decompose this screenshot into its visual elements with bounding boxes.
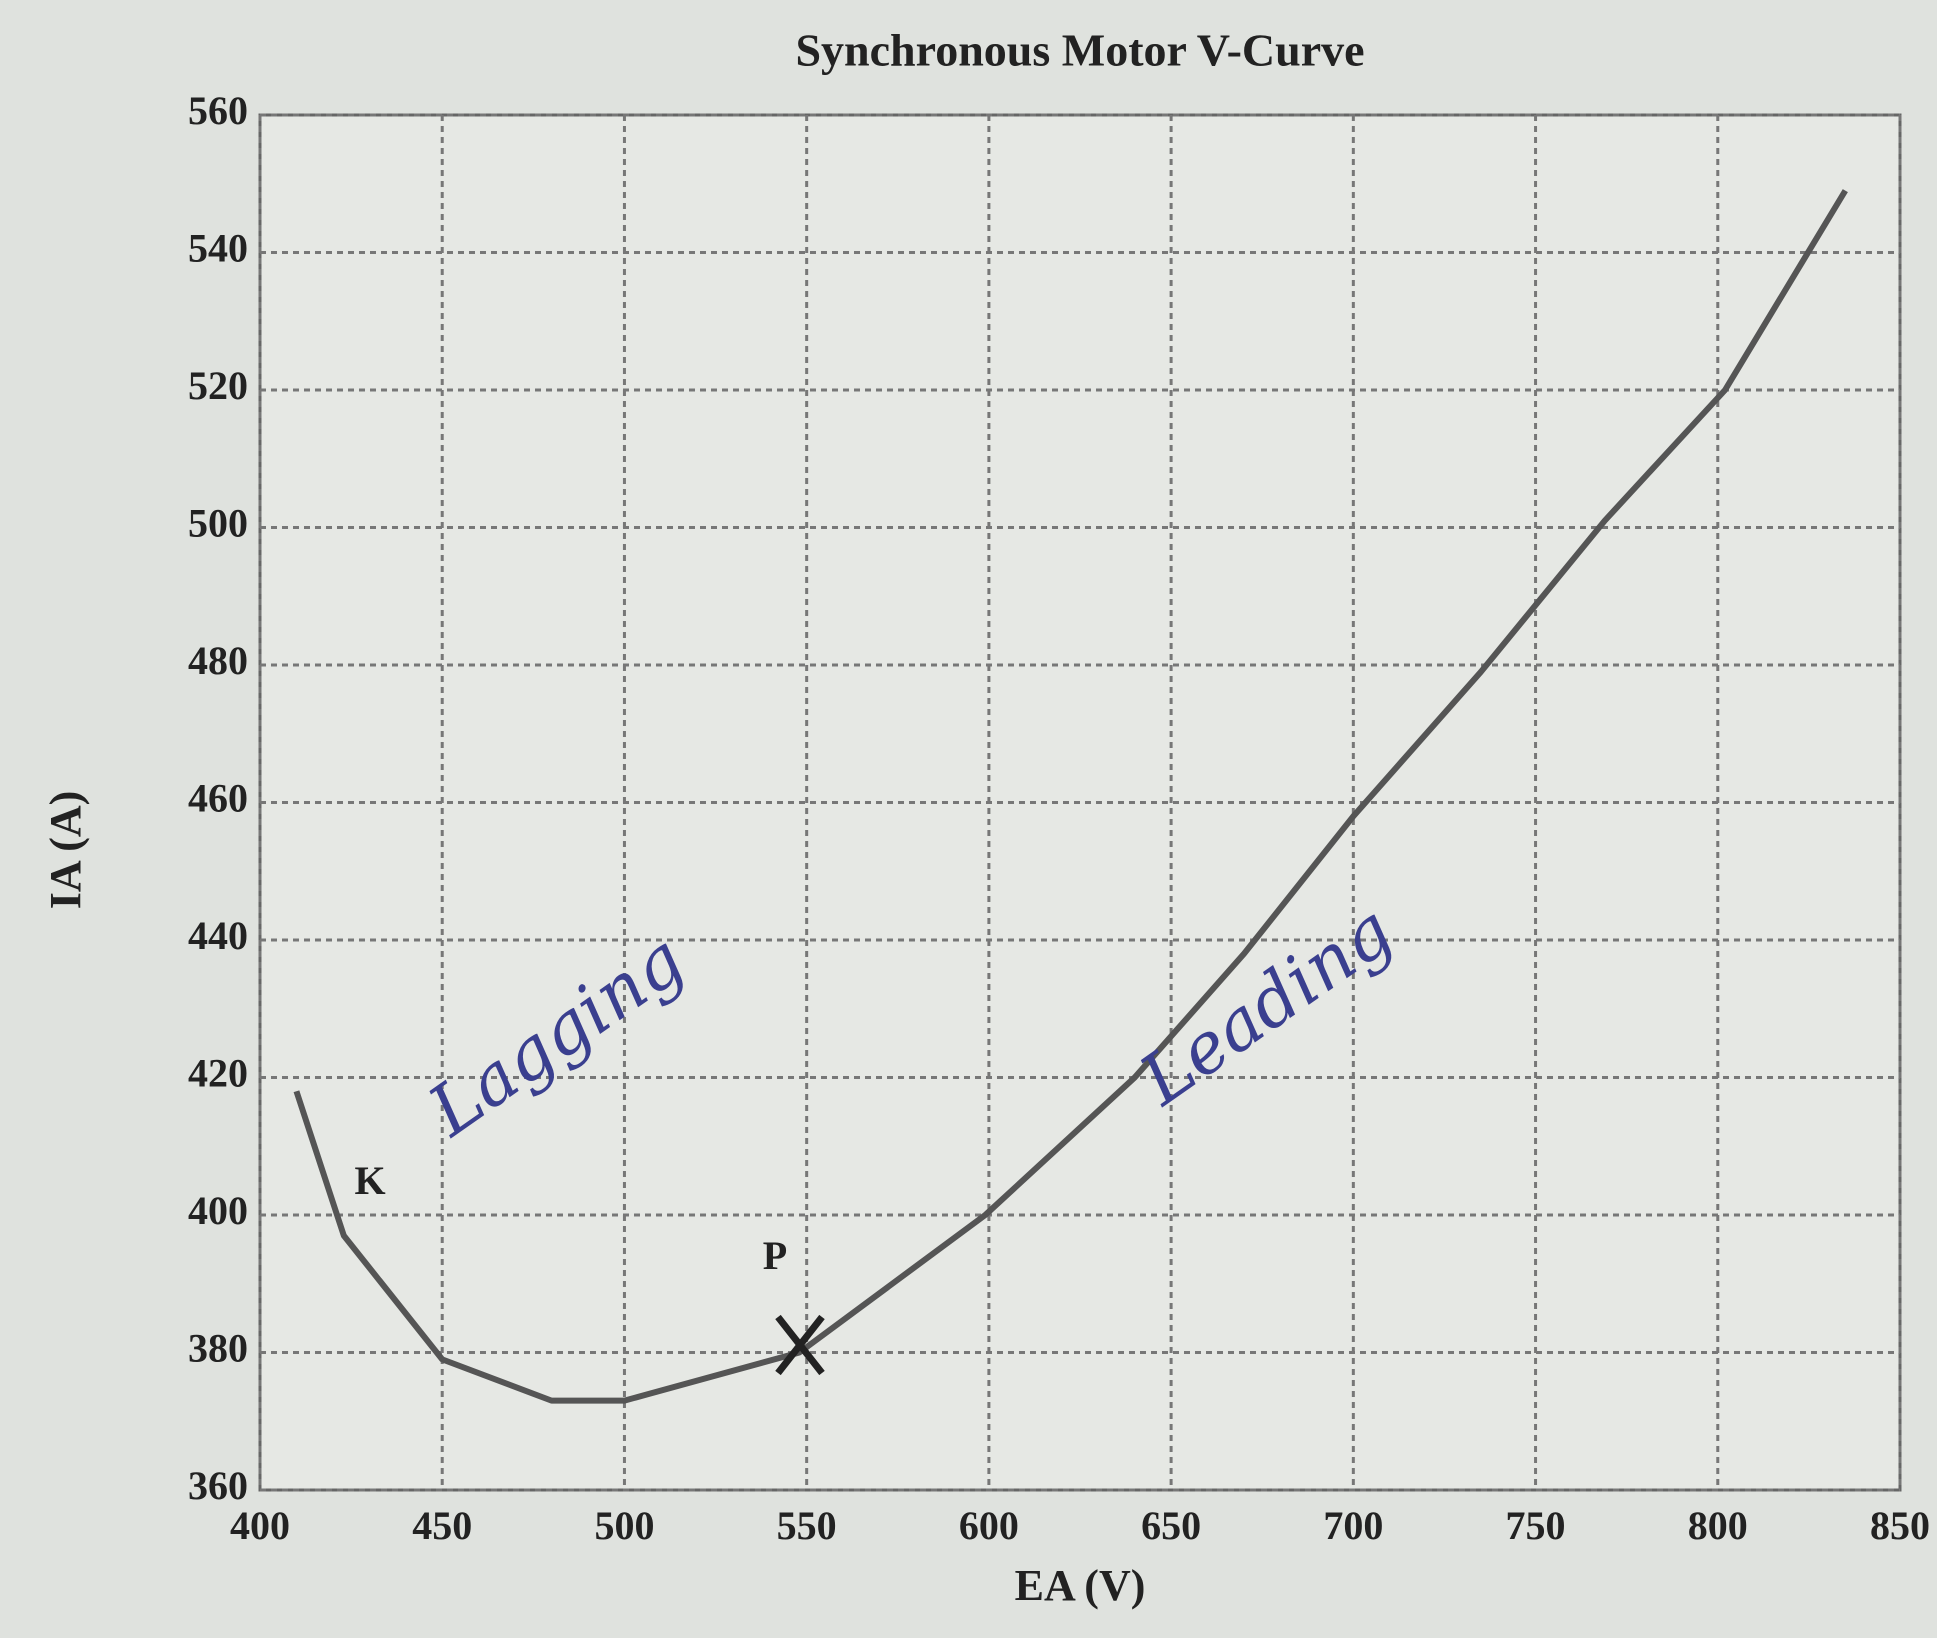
annotation: P — [763, 1233, 787, 1278]
y-tick-label: 560 — [188, 88, 248, 133]
x-axis-label: EA (V) — [1015, 1561, 1146, 1610]
y-tick-label: 420 — [188, 1051, 248, 1096]
y-tick-label: 520 — [188, 363, 248, 408]
annotation: K — [354, 1158, 385, 1203]
y-tick-label: 500 — [188, 501, 248, 546]
x-tick-label: 400 — [230, 1503, 290, 1548]
chart: Synchronous Motor V-Curve EA (V) IA (A) … — [0, 0, 1937, 1633]
x-tick-label: 550 — [777, 1503, 837, 1548]
y-tick-label: 480 — [188, 638, 248, 683]
y-tick-label: 460 — [188, 776, 248, 821]
x-tick-label: 500 — [594, 1503, 654, 1548]
x-tick-label: 800 — [1688, 1503, 1748, 1548]
chart-title: Synchronous Motor V-Curve — [795, 25, 1364, 76]
x-tick-label: 700 — [1323, 1503, 1383, 1548]
x-tick-label: 600 — [959, 1503, 1019, 1548]
y-axis-label: IA (A) — [41, 791, 90, 910]
x-tick-label: 850 — [1870, 1503, 1930, 1548]
x-tick-label: 450 — [412, 1503, 472, 1548]
y-tick-label: 400 — [188, 1188, 248, 1233]
y-tick-label: 540 — [188, 226, 248, 271]
x-tick-label: 750 — [1506, 1503, 1566, 1548]
y-tick-label: 360 — [188, 1463, 248, 1508]
y-tick-label: 380 — [188, 1326, 248, 1371]
x-tick-label: 650 — [1141, 1503, 1201, 1548]
y-tick-label: 440 — [188, 913, 248, 958]
